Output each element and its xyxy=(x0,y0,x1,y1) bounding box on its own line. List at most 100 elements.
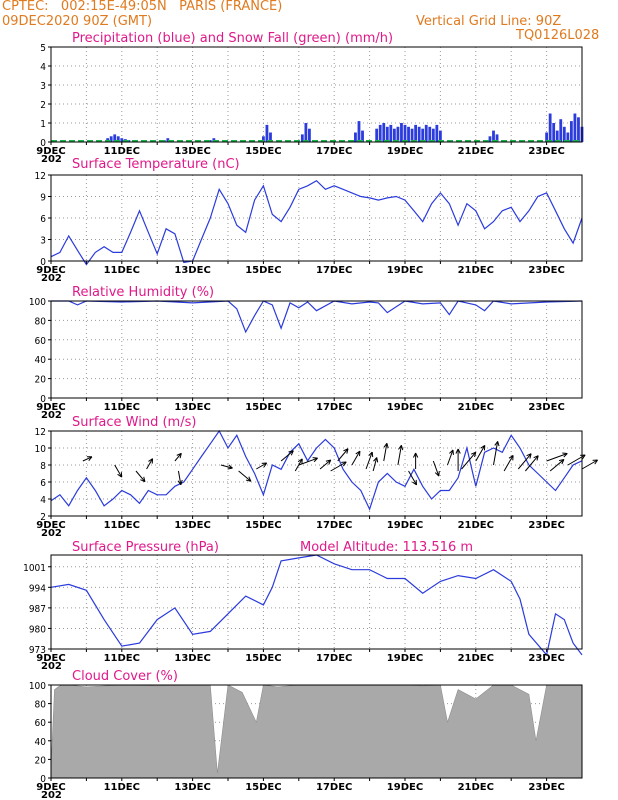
year-fragment: 202 xyxy=(41,790,62,800)
panel-6: 0 20 40 60 80 100 9DEC 11DEC 13DEC 15DEC 17DEC 19DE… xyxy=(29,669,583,800)
y-tick-label: 994 xyxy=(29,583,46,594)
wind-arrow-shaft xyxy=(432,460,440,477)
panel-title: Surface Wind (m/s) xyxy=(72,415,196,430)
wind-arrow-head xyxy=(592,459,599,465)
y-tick-label: 3 xyxy=(40,236,46,247)
wind-arrow-head xyxy=(341,461,347,467)
precip-bar xyxy=(116,136,120,142)
precip-bar xyxy=(492,130,495,142)
x-tick-label: 11DEC xyxy=(104,782,140,793)
series-line xyxy=(50,429,583,511)
precip-bar xyxy=(378,124,382,142)
y-tick-label: 12 xyxy=(35,171,46,182)
x-tick-label: 23DEC xyxy=(528,520,564,531)
precip-bar xyxy=(265,124,269,142)
precip-bar xyxy=(548,113,552,142)
series-line xyxy=(50,554,583,657)
x-tick-label: 17DEC xyxy=(316,265,352,276)
precip-bar xyxy=(421,128,425,142)
wind-arrow-head xyxy=(412,452,419,458)
wind-arrow-shaft xyxy=(503,455,514,472)
x-tick-label: 23DEC xyxy=(528,402,564,413)
x-tick-label: 13DEC xyxy=(174,265,210,276)
precip-bar xyxy=(400,123,403,142)
x-tick-label: 19DEC xyxy=(387,265,423,276)
wind-arrow-head xyxy=(562,452,568,458)
y-tick-label: 20 xyxy=(35,375,47,386)
wind-arrow-head xyxy=(494,441,500,447)
precip-bar xyxy=(208,140,212,142)
wind-arrow-head xyxy=(373,457,379,463)
x-tick-label: 19DEC xyxy=(387,402,423,413)
precip-bar xyxy=(407,126,410,142)
y-tick-label: 0 xyxy=(40,257,46,268)
x-tick-label: 23DEC xyxy=(528,265,564,276)
wind-arrow-head xyxy=(325,459,332,465)
wind-arrow-head xyxy=(455,448,461,454)
panel-title: Relative Humidity (%) xyxy=(72,285,214,300)
x-tick-label: 13DEC xyxy=(174,520,210,531)
panel-1: 0 1 2 3 4 5 9DEC 11DEC 13DEC 15DEC 17DEC 19DEC 21DEC… xyxy=(36,31,584,165)
precip-bar xyxy=(569,121,573,142)
y-tick-label: 1 xyxy=(40,119,46,130)
y-tick-label: 2 xyxy=(40,100,46,111)
wind-arrow-head xyxy=(245,476,252,482)
y-tick-label: 6 xyxy=(40,214,46,225)
x-tick-label: 13DEC xyxy=(174,402,210,413)
wind-arrow-shaft xyxy=(146,458,154,470)
x-tick-label: 9DEC xyxy=(36,402,65,413)
panel-title: Surface Temperature (nC) xyxy=(72,157,240,172)
wind-arrow-head xyxy=(343,448,349,454)
plot-frame xyxy=(50,554,583,650)
x-tick-label: 11DEC xyxy=(104,265,140,276)
wind-arrow-shaft xyxy=(581,459,598,470)
y-tick-label: 6 xyxy=(40,478,46,489)
x-tick-label: 15DEC xyxy=(245,782,281,793)
wind-arrow-shaft xyxy=(174,453,182,462)
series-line xyxy=(51,300,583,334)
wind-arrow-head xyxy=(288,450,294,456)
wind-arrow-shaft xyxy=(365,451,373,470)
x-tick-label: 21DEC xyxy=(458,146,494,157)
y-tick-label: 2 xyxy=(40,512,46,523)
wind-arrow-shaft xyxy=(475,445,486,462)
y-tick-label: 80 xyxy=(35,700,47,711)
plot-frame xyxy=(50,46,583,143)
wind-arrow-shaft xyxy=(397,445,402,466)
wind-arrow-shaft xyxy=(517,453,532,470)
model-altitude: Model Altitude: 113.516 m xyxy=(300,540,473,555)
precip-bar xyxy=(552,123,556,142)
precip-bar xyxy=(495,134,499,142)
y-tick-label: 100 xyxy=(29,297,46,308)
x-tick-label: 17DEC xyxy=(316,653,352,664)
y-tick-label: 4 xyxy=(40,495,46,506)
wind-arrow-shaft xyxy=(256,462,267,470)
y-tick-label: 0 xyxy=(40,774,46,785)
x-tick-label: 13DEC xyxy=(174,653,210,664)
precip-bar xyxy=(389,124,393,142)
header-code: TQ0126L028 xyxy=(516,28,600,43)
plot-frame xyxy=(50,430,583,517)
wind-arrow-shaft xyxy=(82,456,93,462)
panel-5: 973 980 987 994 1001 9DEC 11DEC 13DEC 15DEC 17DEC… xyxy=(23,540,583,672)
wind-arrow-shaft xyxy=(330,461,347,472)
precip-bar xyxy=(573,113,577,142)
x-tick-label: 13DEC xyxy=(174,146,210,157)
y-tick-label: 0 xyxy=(40,394,46,405)
y-tick-label: 60 xyxy=(35,336,47,347)
precip-bar xyxy=(414,124,418,142)
wind-arrow-head xyxy=(471,451,477,458)
series-line xyxy=(50,179,583,266)
precip-bar xyxy=(562,126,566,142)
panel-4: 2 4 6 8 10 12 9DEC 11DEC 13DEC 15DEC 17DEC 19DEC 21D… xyxy=(35,415,599,539)
wind-arrow-shaft xyxy=(383,443,388,462)
precip-bar xyxy=(269,132,272,142)
panel-3: 0 20 40 60 80 100 9DEC 11DEC 13DEC 15DEC 17DEC 19DE… xyxy=(29,285,583,421)
wind-arrow-head xyxy=(368,451,374,458)
x-tick-label: 21DEC xyxy=(458,653,494,664)
y-tick-label: 0 xyxy=(40,138,46,149)
wind-arrow-shaft xyxy=(351,450,361,466)
precip-bar xyxy=(428,126,432,142)
precip-bar xyxy=(439,130,442,142)
